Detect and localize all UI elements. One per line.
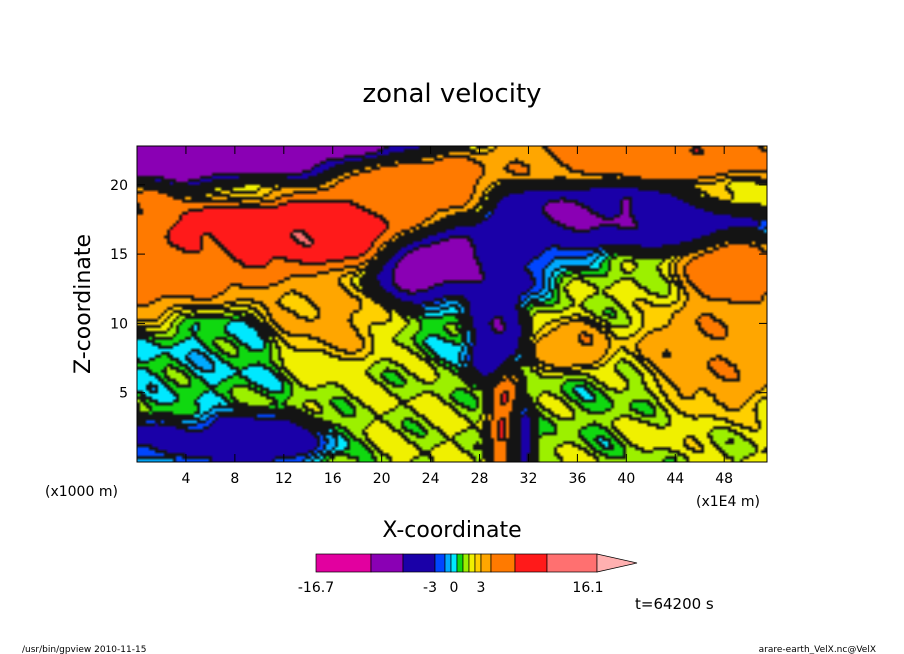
colorbar-swatch-3 [434,553,446,573]
footer-left: /usr/bin/gpview 2010-11-15 [22,645,146,654]
plot-frame [136,145,768,463]
x-tick-label-1: 8 [230,471,239,487]
x-tick-label-11: 48 [715,471,733,487]
x-tick-label-3: 16 [324,471,342,487]
x-tick-label-9: 40 [617,471,635,487]
colorbar-swatch-9 [474,553,482,573]
colorbar-swatch-12 [514,553,548,573]
plot-area [136,145,768,463]
colorbar-swatch-2 [402,553,436,573]
colorbar [315,553,638,573]
x-tick-label-8: 36 [568,471,586,487]
x-unit-right: (x1E4 m) [696,494,760,510]
x-axis-label: X-coordinate [382,518,521,543]
x-tick-label-0: 4 [181,471,190,487]
colorbar-mid-label-neg: -3 [423,580,437,596]
footer-right: arare-earth_VelX.nc@VelX [759,645,876,654]
colorbar-swatch-4 [444,553,452,573]
y-tick-label-1: 10 [110,316,128,332]
colorbar-swatch-8 [468,553,476,573]
x-tick-label-7: 32 [520,471,538,487]
y-axis: 5 10 15 20 [110,178,767,402]
y-tick-label-0: 5 [119,386,128,402]
contour-field [137,146,767,462]
colorbar-swatch-0 [315,553,372,573]
colorbar-swatch-13 [546,553,598,573]
colorbar-swatch-5 [450,553,458,573]
time-label: t=64200 s [635,595,714,613]
x-tick-label-10: 44 [666,471,684,487]
colorbar-mid-label-pos: 3 [477,580,486,596]
y-axis-label: Z-coordinate [71,234,96,374]
x-unit-left: (x1000 m) [45,484,118,500]
colorbar-swatch-11 [490,553,516,573]
colorbar-swatch-1 [370,553,404,573]
x-tick-label-5: 24 [422,471,440,487]
colorbar-swatch-10 [480,553,492,573]
y-tick-label-2: 15 [110,247,128,263]
colorbar-swatch-7 [462,553,470,573]
x-tick-label-6: 28 [471,471,489,487]
colorbar-arrow [596,553,638,573]
x-tick-label-4: 20 [373,471,391,487]
y-tick-label-3: 20 [110,178,128,194]
chart-title: zonal velocity [362,79,541,109]
x-axis: 4 8 12 16 20 24 28 32 36 40 44 48 [181,146,733,487]
colorbar-mid-label-zero: 0 [450,580,459,596]
colorbar-min-label: -16.7 [298,580,334,596]
colorbar-max-label: 16.1 [572,580,603,596]
x-tick-label-2: 12 [275,471,293,487]
colorbar-swatch-6 [456,553,464,573]
